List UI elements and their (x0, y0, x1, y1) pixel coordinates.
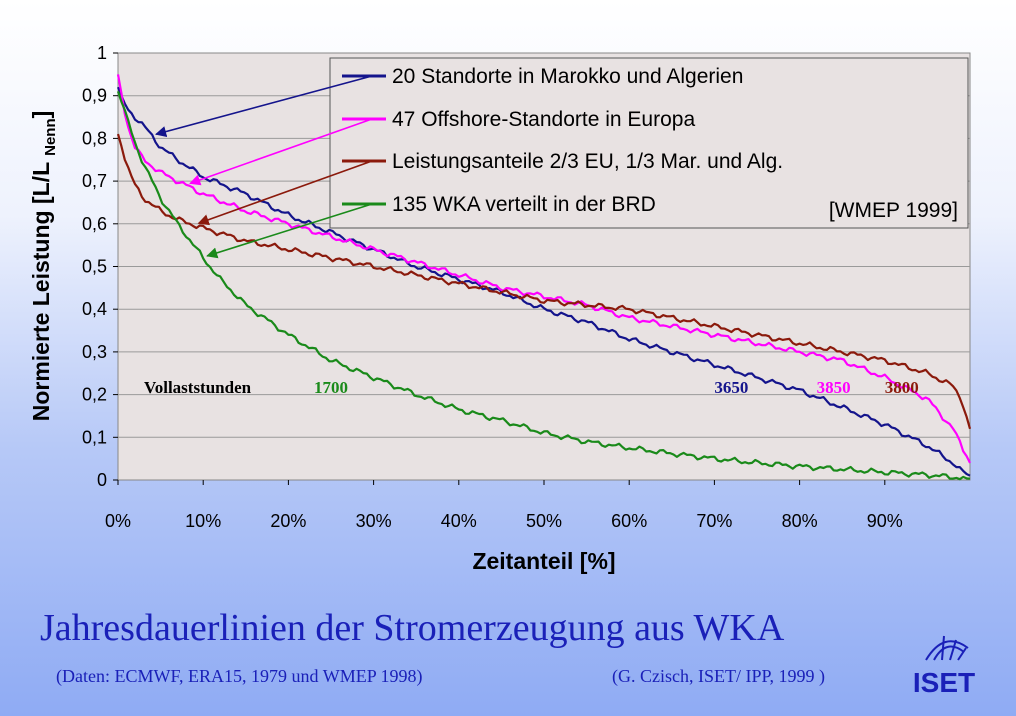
legend-arrow (197, 160, 373, 226)
y-tick-label: 0,7 (82, 171, 107, 191)
y-tick-label: 0,4 (82, 299, 107, 319)
annotation-label: Vollaststunden (144, 378, 252, 397)
legend-box (329, 57, 969, 229)
series-lines (116, 74, 972, 481)
y-tick-label: 1 (97, 43, 107, 63)
data-source-note: (Daten: ECMWF, ERA15, 1979 und WMEP 1998… (56, 666, 423, 686)
legend: 20 Standorte in Marokko und Algerien 47 O… (329, 57, 969, 229)
x-tick-label: 50% (526, 511, 562, 531)
x-axis-title: Zeitanteil [%] (472, 548, 615, 574)
series-line (116, 86, 971, 477)
full-load-hours-label: 3850 (817, 378, 851, 397)
legend-label: 47 Offshore-Standorte in Europa (392, 108, 695, 131)
logo-text: ISET (913, 667, 975, 696)
y-tick-label: 0,8 (82, 128, 107, 148)
y-tick-label: 0,1 (82, 427, 107, 447)
x-tick-label: 0% (105, 511, 131, 531)
x-tick-label: 40% (441, 511, 477, 531)
series-line (116, 91, 971, 481)
y-tick-label: 0,3 (82, 342, 107, 362)
legend-arrows (154, 75, 373, 259)
legend-label: Leistungsanteile 2/3 EU, 1/3 Mar. und Al… (392, 150, 783, 173)
page-title: Jahresdauerlinien der Stromerzeugung aus… (40, 607, 785, 649)
x-tick-label: 70% (696, 511, 732, 531)
y-tick-label: 0,5 (82, 257, 107, 277)
y-tick-label: 0 (97, 470, 107, 490)
y-tick-label: 0,6 (82, 214, 107, 234)
full-load-hours-label: 3800 (885, 378, 919, 397)
legend-arrow (189, 118, 373, 186)
legend-arrow (154, 75, 373, 138)
legend-arrow (206, 203, 373, 259)
series-line (116, 74, 971, 464)
x-tick-label: 60% (611, 511, 647, 531)
full-load-hours-label: 1700 (314, 378, 348, 397)
x-tick-label: 80% (782, 511, 818, 531)
author-note: (G. Czisch, ISET/ IPP, 1999 ) (612, 666, 825, 686)
full-load-hours-annotations: 3650 3850 3800 1700 (314, 378, 919, 397)
x-tick-labels: 0% 10% 20% 30% 40% 50% 60% 70% 80% 90% (105, 480, 903, 531)
x-tick-label: 30% (356, 511, 392, 531)
series-line (116, 133, 972, 430)
logo-wind-icon (925, 635, 969, 661)
x-tick-label: 20% (270, 511, 306, 531)
y-tick-label: 0,9 (82, 86, 107, 106)
full-load-hours-label: 3650 (714, 378, 748, 397)
x-tick-label: 90% (867, 511, 903, 531)
legend-source-note: [WMEP 1999] (829, 199, 958, 222)
y-tick-labels: 0 0,1 0,2 0,3 0,4 0,5 0,6 0,7 0,8 0,9 1 (82, 43, 118, 490)
iset-logo: ISET (913, 635, 975, 696)
y-tick-label: 0,2 (82, 385, 107, 405)
x-tick-label: 10% (185, 511, 221, 531)
legend-label: 135 WKA verteilt in der BRD (392, 193, 656, 216)
duration-curve-chart: 0 0,1 0,2 0,3 0,4 0,5 0,6 0,7 0,8 0,9 1 0% 10% 20% 30… (28, 43, 972, 574)
legend-label: 20 Standorte in Marokko und Algerien (392, 65, 743, 88)
y-axis-title: Normierte Leistung [L/L Nenn] (28, 111, 59, 422)
